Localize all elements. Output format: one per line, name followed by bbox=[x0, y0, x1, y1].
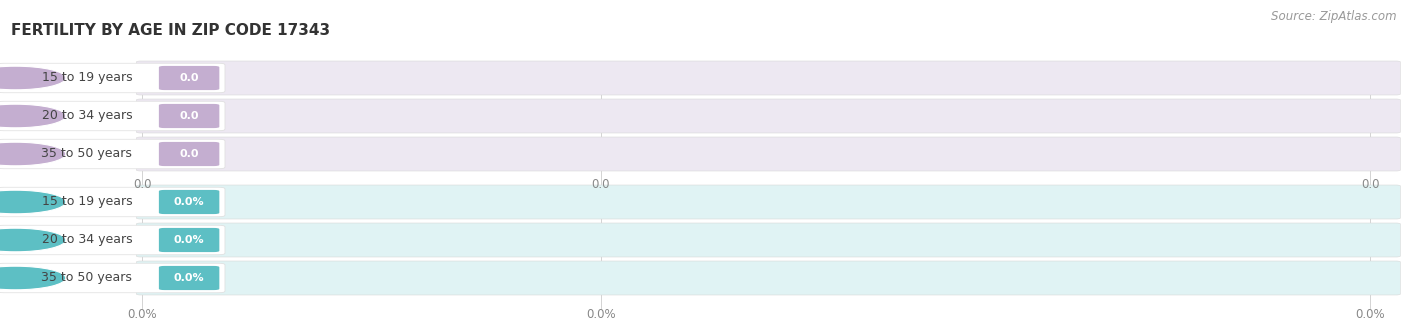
Text: 20 to 34 years: 20 to 34 years bbox=[42, 110, 132, 122]
FancyBboxPatch shape bbox=[136, 99, 1400, 133]
Text: 0.0: 0.0 bbox=[592, 178, 610, 191]
FancyBboxPatch shape bbox=[159, 66, 219, 90]
FancyBboxPatch shape bbox=[0, 63, 225, 93]
Text: 0.0%: 0.0% bbox=[127, 308, 157, 321]
FancyBboxPatch shape bbox=[136, 223, 1400, 257]
Text: 0.0: 0.0 bbox=[1361, 178, 1379, 191]
FancyBboxPatch shape bbox=[159, 266, 219, 290]
FancyBboxPatch shape bbox=[0, 225, 225, 255]
Text: 35 to 50 years: 35 to 50 years bbox=[41, 272, 132, 284]
Circle shape bbox=[0, 228, 66, 252]
Text: 0.0%: 0.0% bbox=[586, 308, 616, 321]
FancyBboxPatch shape bbox=[136, 61, 1400, 95]
Circle shape bbox=[0, 142, 66, 166]
FancyBboxPatch shape bbox=[159, 142, 219, 166]
Text: 0.0: 0.0 bbox=[180, 111, 198, 121]
Text: 0.0%: 0.0% bbox=[174, 273, 204, 283]
Text: 0.0: 0.0 bbox=[132, 178, 152, 191]
Text: Source: ZipAtlas.com: Source: ZipAtlas.com bbox=[1271, 10, 1396, 23]
Text: 35 to 50 years: 35 to 50 years bbox=[41, 148, 132, 160]
FancyBboxPatch shape bbox=[136, 185, 1400, 219]
Text: 15 to 19 years: 15 to 19 years bbox=[42, 195, 132, 209]
Circle shape bbox=[0, 266, 66, 290]
Circle shape bbox=[0, 190, 66, 214]
FancyBboxPatch shape bbox=[159, 228, 219, 252]
FancyBboxPatch shape bbox=[159, 190, 219, 214]
Circle shape bbox=[0, 66, 66, 90]
FancyBboxPatch shape bbox=[0, 187, 225, 217]
FancyBboxPatch shape bbox=[0, 263, 225, 293]
FancyBboxPatch shape bbox=[0, 139, 225, 169]
Text: 0.0%: 0.0% bbox=[174, 197, 204, 207]
Text: 0.0%: 0.0% bbox=[1355, 308, 1385, 321]
FancyBboxPatch shape bbox=[136, 137, 1400, 171]
FancyBboxPatch shape bbox=[0, 101, 225, 131]
Text: 0.0%: 0.0% bbox=[174, 235, 204, 245]
Text: FERTILITY BY AGE IN ZIP CODE 17343: FERTILITY BY AGE IN ZIP CODE 17343 bbox=[11, 23, 330, 38]
Circle shape bbox=[0, 104, 66, 128]
FancyBboxPatch shape bbox=[159, 104, 219, 128]
Text: 0.0: 0.0 bbox=[180, 149, 198, 159]
FancyBboxPatch shape bbox=[136, 261, 1400, 295]
Text: 20 to 34 years: 20 to 34 years bbox=[42, 234, 132, 247]
Text: 15 to 19 years: 15 to 19 years bbox=[42, 72, 132, 84]
Text: 0.0: 0.0 bbox=[180, 73, 198, 83]
